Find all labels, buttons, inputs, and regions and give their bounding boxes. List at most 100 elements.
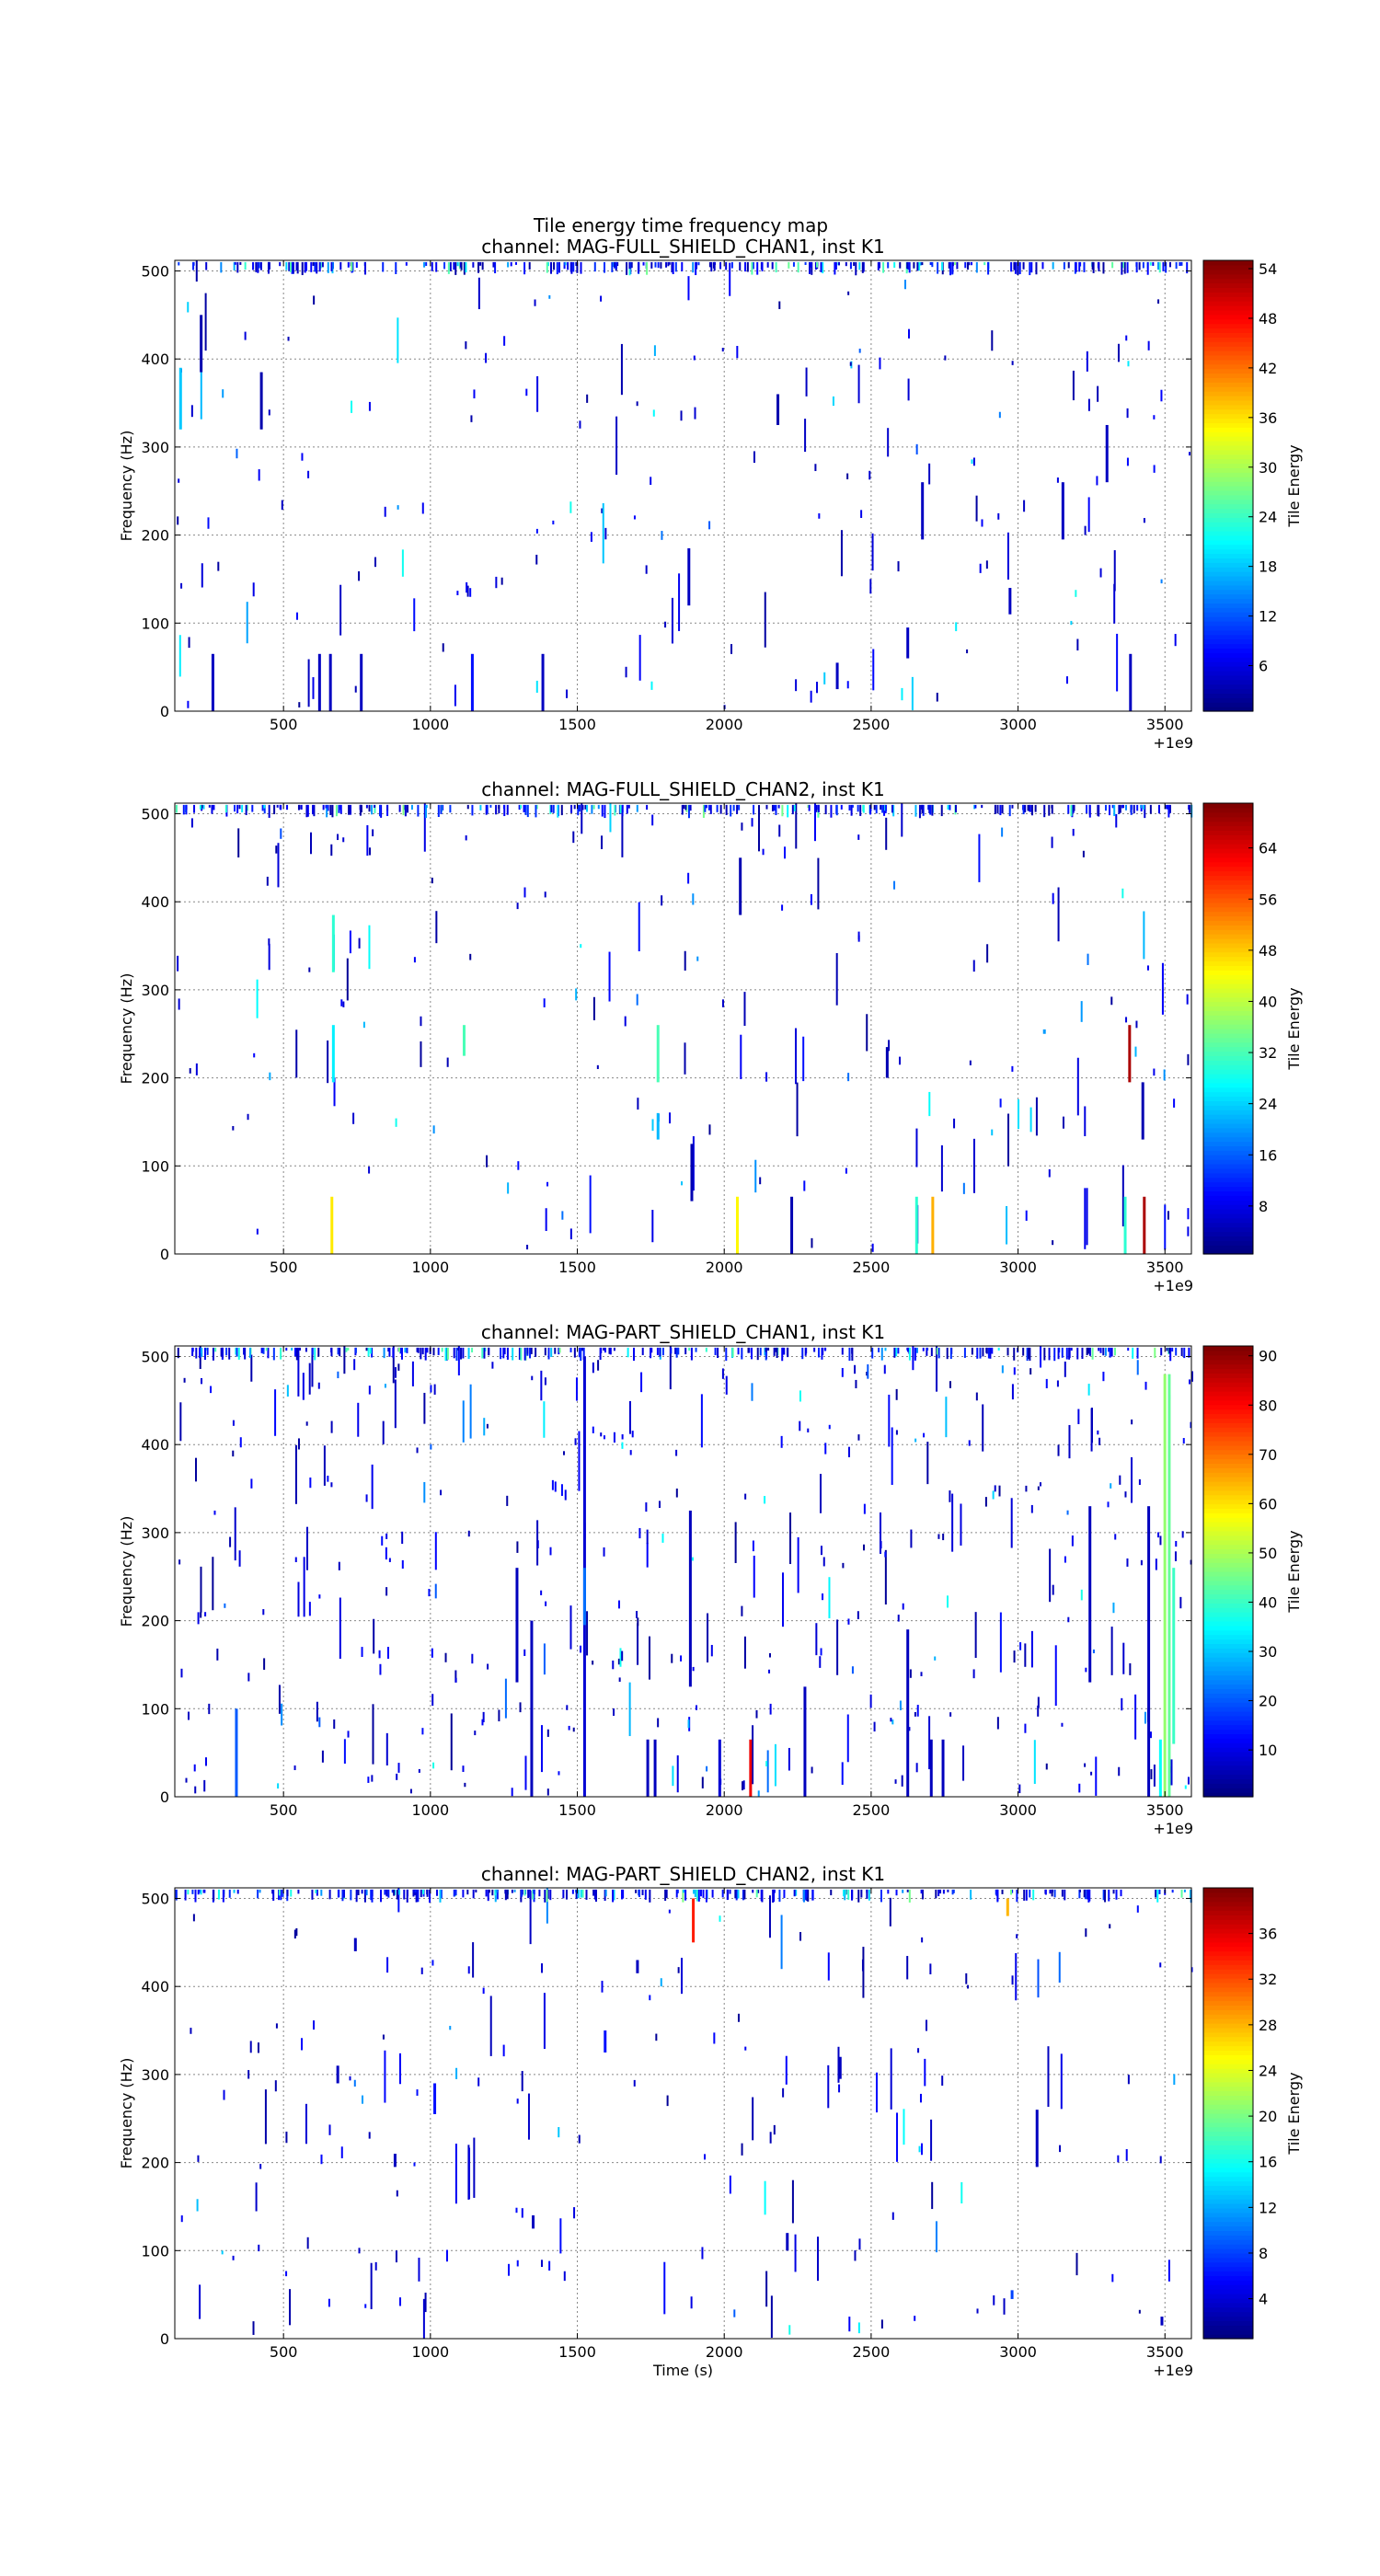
- tile: [524, 804, 527, 815]
- colorbar-segment: [1203, 648, 1253, 653]
- tile: [1010, 1498, 1013, 1548]
- colorbar-segment: [1203, 1978, 1253, 1984]
- tile: [942, 1889, 945, 1894]
- colorbar-segment: [1203, 1919, 1253, 1925]
- tile: [730, 644, 733, 654]
- tile: [420, 1967, 423, 1974]
- colorbar-segment: [1203, 2131, 1253, 2137]
- y-tick-label: 300: [141, 2066, 169, 2084]
- colorbar-segment: [1203, 332, 1253, 338]
- tile: [370, 1889, 373, 1901]
- tile: [719, 804, 722, 814]
- tile: [725, 804, 728, 815]
- tile: [1105, 424, 1109, 483]
- tile: [804, 1347, 807, 1356]
- colorbar-segment: [1203, 363, 1253, 370]
- colorbar-segment: [1203, 1792, 1253, 1798]
- tile: [873, 804, 876, 811]
- colorbar-segment: [1203, 1788, 1253, 1793]
- colorbar-segment: [1203, 834, 1253, 840]
- tile: [1035, 261, 1038, 275]
- tile: [350, 1889, 352, 1901]
- tile: [936, 692, 938, 702]
- tile: [355, 261, 358, 269]
- tile: [582, 1568, 586, 1626]
- tile: [979, 563, 982, 573]
- tile: [449, 261, 452, 271]
- colorbar-tick-label: 8: [1259, 1198, 1268, 1215]
- tile: [1142, 261, 1144, 269]
- tile: [857, 804, 859, 812]
- colorbar-segment: [1203, 1141, 1253, 1146]
- tile: [817, 804, 820, 812]
- tile: [506, 1889, 509, 1900]
- tile: [1102, 261, 1105, 274]
- tile: [279, 261, 282, 267]
- tile: [646, 804, 649, 811]
- tile: [387, 1347, 390, 1352]
- colorbar-segment: [1203, 2023, 1253, 2029]
- tile: [297, 1438, 300, 1450]
- colorbar-segment: [1203, 1222, 1253, 1228]
- tile: [528, 261, 531, 270]
- tile: [949, 261, 951, 276]
- tile: [449, 2026, 452, 2030]
- tile: [926, 1442, 929, 1485]
- tile: [935, 1889, 937, 1899]
- plot-area: [175, 803, 1191, 1254]
- tile: [1157, 261, 1160, 270]
- tile: [1111, 261, 1114, 269]
- tile: [357, 1889, 360, 1896]
- tile: [816, 681, 819, 694]
- tile: [871, 533, 874, 571]
- tile: [581, 1889, 584, 1898]
- tile: [951, 261, 954, 267]
- colorbar-segment: [1203, 2081, 1253, 2087]
- tile: [586, 394, 589, 403]
- tile: [931, 261, 934, 268]
- tile: [725, 261, 728, 270]
- tile: [999, 804, 1002, 816]
- tile: [921, 261, 924, 266]
- colorbar-frame: [1202, 1887, 1254, 2340]
- tile: [1170, 1759, 1173, 1786]
- tile: [592, 804, 595, 810]
- tile: [641, 1889, 644, 1896]
- tile: [937, 261, 939, 274]
- tile: [719, 261, 722, 270]
- tile: [1065, 1347, 1068, 1360]
- tile: [869, 579, 872, 594]
- tile: [1147, 1506, 1151, 1797]
- tile: [1113, 1347, 1116, 1356]
- tile: [1160, 389, 1163, 402]
- colorbar-segment: [1203, 1467, 1253, 1473]
- tile: [573, 1347, 576, 1358]
- tile: [402, 804, 405, 816]
- tile: [384, 2050, 386, 2103]
- colorbar-segment: [1203, 1670, 1253, 1676]
- tile: [947, 804, 949, 810]
- tile: [676, 1889, 679, 1893]
- tile: [388, 1558, 391, 1562]
- colorbar-segment: [1203, 1127, 1253, 1133]
- tile: [664, 621, 667, 628]
- tile: [312, 677, 315, 699]
- tile: [485, 804, 488, 815]
- tile: [897, 1615, 900, 1622]
- tile: [1006, 1205, 1008, 1245]
- colorbar-segment: [1203, 643, 1253, 649]
- colorbar-segment: [1203, 1517, 1253, 1523]
- tile: [653, 345, 656, 356]
- tile: [1057, 887, 1060, 942]
- tile: [1070, 620, 1073, 626]
- colorbar-segment: [1203, 1190, 1253, 1196]
- tile: [295, 612, 298, 620]
- tile: [433, 2083, 437, 2114]
- tile: [919, 2093, 922, 2103]
- tile: [817, 1347, 820, 1358]
- colorbar-frame: [1202, 1345, 1254, 1798]
- tile: [1037, 1705, 1040, 1717]
- colorbar-segment: [1203, 2225, 1253, 2231]
- tile: [1127, 361, 1130, 367]
- tile: [569, 1605, 572, 1650]
